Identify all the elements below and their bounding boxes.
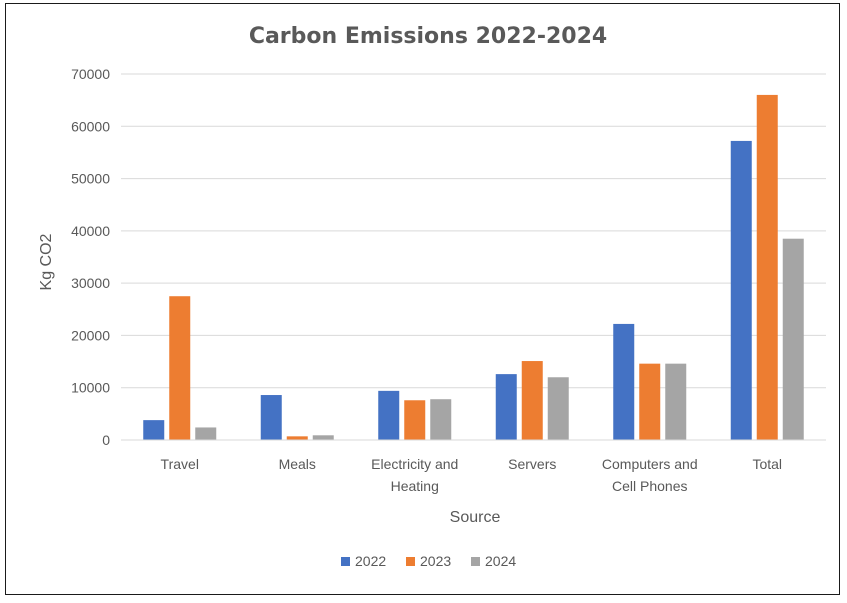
legend-swatch-2022: [341, 557, 350, 566]
y-tick-label: 50000: [71, 171, 110, 187]
bar-2022: [378, 390, 400, 440]
bar-2022: [143, 420, 165, 440]
legend: 2022 2023 2024: [341, 553, 516, 569]
x-tick-label: Meals: [279, 456, 316, 472]
bar-2023: [286, 436, 308, 440]
bar-2023: [639, 363, 661, 440]
bar-2023: [756, 94, 778, 441]
bar-2022: [495, 374, 517, 440]
y-tick-label: 20000: [71, 327, 110, 343]
chart-frame: Carbon Emissions 2022-2024 0 10000 20000 30…: [5, 3, 840, 595]
bar-2022: [260, 395, 282, 440]
x-axis-title: Source: [450, 509, 501, 526]
legend-label-2022: 2022: [355, 553, 386, 569]
chart-title: Carbon Emissions 2022-2024: [249, 24, 607, 49]
x-tick-label: Heating: [391, 478, 439, 494]
bar-2024: [782, 238, 804, 440]
y-axis-ticks: 0 10000 20000 30000 40000 50000 60000 70000: [71, 66, 110, 448]
x-tick-label: Travel: [161, 456, 199, 472]
bar-2022: [730, 140, 752, 440]
bar-2024: [430, 399, 452, 440]
bar-2023: [404, 400, 426, 440]
y-tick-label: 60000: [71, 118, 110, 134]
x-tick-label: Servers: [508, 456, 556, 472]
x-tick-label: Total: [752, 456, 782, 472]
bar-chart: Carbon Emissions 2022-2024 0 10000 20000 30…: [38, 24, 826, 569]
bars: [143, 94, 804, 441]
y-tick-label: 70000: [71, 66, 110, 82]
gridlines: [121, 73, 826, 389]
y-axis-title: Kg CO2: [38, 233, 55, 290]
legend-swatch-2023: [406, 557, 415, 566]
legend-label-2023: 2023: [420, 553, 451, 569]
bar-2023: [169, 296, 191, 440]
bar-2024: [195, 427, 217, 440]
y-tick-label: 30000: [71, 275, 110, 291]
bar-2024: [312, 435, 334, 440]
bar-2022: [613, 323, 635, 440]
x-tick-label: Computers and: [602, 456, 698, 472]
y-tick-label: 0: [102, 432, 110, 448]
y-tick-label: 10000: [71, 380, 110, 396]
x-tick-label: Cell Phones: [612, 478, 688, 494]
legend-label-2024: 2024: [485, 553, 516, 569]
bar-2024: [547, 377, 569, 440]
bar-2023: [521, 361, 543, 440]
x-axis-ticks: Travel Meals Electricity and Heating Servers…: [161, 456, 782, 494]
y-tick-label: 40000: [71, 223, 110, 239]
x-tick-label: Electricity and: [371, 456, 458, 472]
legend-swatch-2024: [471, 557, 480, 566]
bar-2024: [665, 363, 687, 440]
